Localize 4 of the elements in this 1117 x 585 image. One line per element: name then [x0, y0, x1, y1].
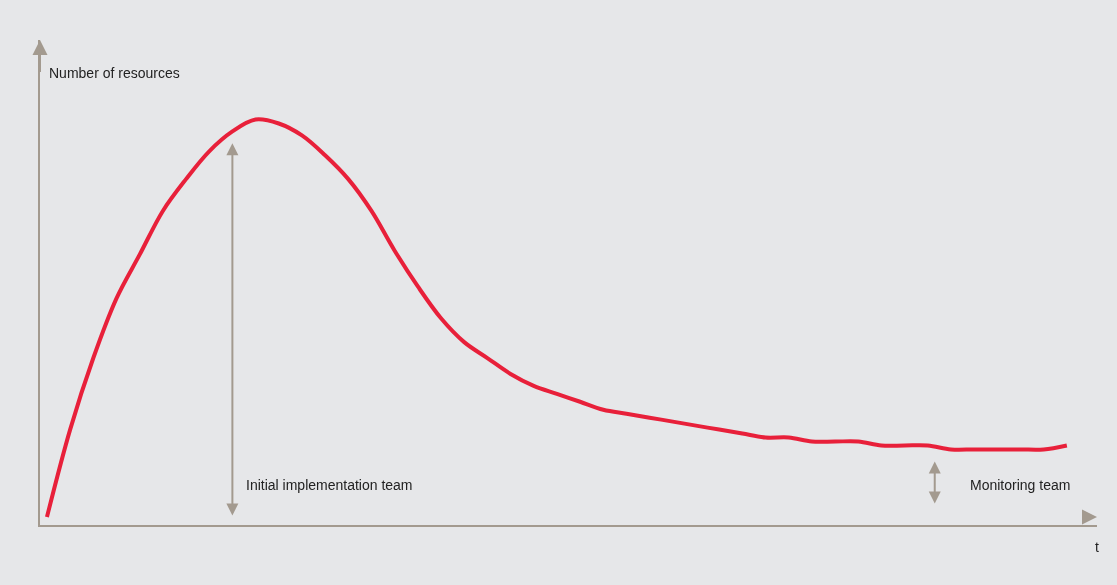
- y-axis-title: Number of resources: [49, 65, 180, 81]
- x-axis-title: t: [1095, 539, 1099, 555]
- annotation: Monitoring team: [970, 477, 1071, 493]
- annotation: Initial implementation team: [246, 477, 413, 493]
